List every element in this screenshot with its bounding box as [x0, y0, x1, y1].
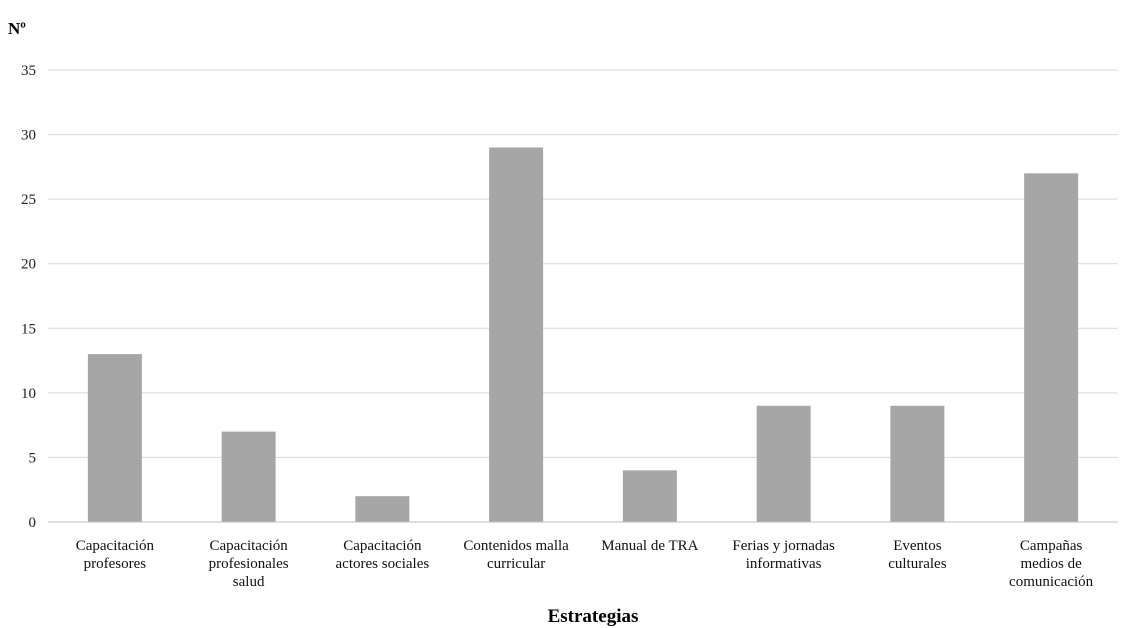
- bar: [756, 405, 811, 522]
- y-axis-label: Nº: [8, 19, 26, 38]
- x-category-label: Ferias y jornadas informativas: [732, 538, 835, 572]
- x-category-label: Contenidos malla curricular: [463, 538, 569, 572]
- y-tick-label: 15: [21, 321, 36, 337]
- bar: [221, 431, 276, 522]
- bar: [355, 496, 410, 522]
- category-labels: Capacitación profesores Capacitación profes…: [76, 538, 1094, 590]
- y-tick-label: 25: [21, 192, 36, 208]
- x-category-label: Campañas medios de comunicación: [1009, 538, 1094, 590]
- y-tick-label: 5: [29, 450, 37, 466]
- x-category-label: Capacitación actores sociales: [336, 538, 430, 572]
- y-tick-label: 0: [29, 515, 37, 531]
- bar: [489, 147, 544, 522]
- x-category-label: Capacitación profesores: [76, 538, 155, 572]
- bar: [1024, 173, 1079, 523]
- gridlines: [48, 69, 1118, 458]
- y-tick-labels: 0 5 10 15 20 25 30 35: [21, 63, 36, 531]
- y-tick-label: 30: [21, 128, 36, 144]
- bar: [622, 470, 677, 522]
- y-tick-label: 10: [21, 386, 36, 402]
- y-tick-label: 35: [21, 63, 36, 79]
- bars: [87, 147, 1079, 523]
- y-tick-label: 20: [21, 257, 36, 273]
- x-category-label: Eventos culturales: [888, 538, 946, 572]
- bar: [87, 354, 142, 522]
- x-category-label: Manual de TRA: [601, 538, 698, 554]
- bar: [890, 405, 945, 522]
- x-category-label: Capacitación profesionales salud: [209, 538, 289, 590]
- x-axis-label: Estrategias: [548, 606, 639, 627]
